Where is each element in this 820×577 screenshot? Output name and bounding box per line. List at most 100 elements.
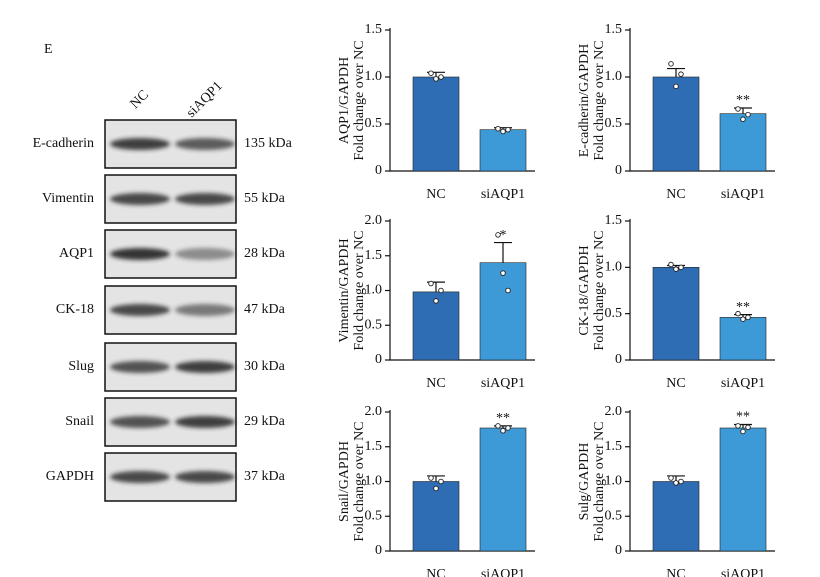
data-point (673, 266, 679, 272)
bar (479, 262, 527, 361)
y-axis-label: Fold change over NC (592, 40, 607, 160)
data-point (505, 126, 511, 133)
data-point (438, 287, 444, 294)
data-point (745, 111, 751, 118)
y-tick-label: 1.0 (605, 260, 623, 275)
y-tick-label: 2.0 (605, 404, 623, 419)
y-tick-label: 1.0 (605, 474, 623, 489)
data-point (668, 61, 674, 67)
blot-band (110, 471, 170, 483)
size-label: 47 kDa (244, 302, 286, 317)
x-tick-label: NC (426, 376, 445, 391)
data-point (438, 478, 444, 485)
data-point (505, 287, 511, 294)
data-point (678, 264, 684, 271)
blot-band (110, 361, 170, 373)
y-tick-label: 1.0 (605, 69, 623, 84)
protein-label: Snail (65, 414, 94, 429)
protein-label: CK-18 (56, 302, 94, 317)
x-tick-label: NC (666, 187, 685, 202)
data-point (673, 83, 679, 90)
data-point (505, 425, 511, 431)
blot-band (175, 471, 235, 483)
protein-label: GAPDH (46, 469, 94, 484)
significance: ** (736, 93, 750, 108)
protein-label: Vimentin (42, 191, 94, 206)
y-axis-label: Sulg/GAPDH (577, 443, 592, 521)
y-tick-label: 1.5 (605, 22, 623, 37)
y-axis-label: AQP1/GAPDH (337, 57, 352, 144)
y-tick-label: 0 (615, 352, 622, 367)
bar (652, 267, 700, 361)
size-label: 29 kDa (244, 414, 286, 429)
data-point (668, 475, 674, 481)
protein-label: E-cadherin (33, 136, 94, 151)
y-tick-label: 0.5 (365, 508, 383, 523)
y-tick-label: 1.5 (365, 248, 383, 263)
y-tick-label: 2.0 (365, 404, 383, 419)
y-axis-label: Fold change over NC (352, 230, 367, 350)
data-point (495, 232, 501, 238)
y-tick-label: 0.5 (605, 508, 623, 523)
data-point (678, 71, 684, 77)
data-point (668, 261, 674, 268)
y-axis-label: Fold change over NC (592, 421, 607, 541)
blot-band (110, 248, 170, 260)
data-point (495, 125, 501, 132)
bar (479, 427, 527, 552)
x-tick-label: NC (426, 187, 445, 202)
data-point (438, 74, 444, 80)
blot-band (175, 361, 235, 373)
data-point (673, 480, 679, 486)
lane-label: NC (128, 88, 152, 112)
significance: ** (496, 411, 510, 426)
bar (652, 76, 700, 172)
blot-band (175, 193, 235, 205)
bar (719, 317, 767, 361)
data-point (433, 76, 439, 82)
significance: ** (736, 300, 750, 315)
y-axis-label: Fold change over NC (592, 230, 607, 350)
blot-band (110, 416, 170, 428)
x-tick-label: NC (426, 567, 445, 577)
y-tick-label: 1.5 (605, 439, 623, 454)
y-tick-label: 2.0 (365, 213, 383, 228)
data-point (735, 423, 741, 429)
y-axis-label: CK-18/GAPDH (577, 245, 592, 335)
y-tick-label: 0.5 (605, 116, 623, 131)
size-label: 28 kDa (244, 246, 286, 261)
y-tick-label: 1.5 (365, 22, 383, 37)
size-label: 37 kDa (244, 469, 286, 484)
y-tick-label: 0 (615, 543, 622, 558)
data-point (495, 423, 501, 429)
lane-label: siAQP1 (184, 79, 226, 121)
x-tick-label: siAQP1 (721, 376, 765, 391)
data-point (428, 475, 434, 481)
data-point (745, 314, 751, 321)
significance: ** (736, 410, 750, 425)
data-point (735, 106, 741, 112)
data-point (500, 128, 506, 135)
data-point (740, 116, 746, 123)
protein-label: Slug (68, 359, 94, 374)
y-tick-label: 1.5 (365, 439, 383, 454)
y-tick-label: 1.0 (365, 283, 383, 298)
data-point (428, 70, 434, 76)
x-tick-label: NC (666, 376, 685, 391)
y-axis-label: Snail/GAPDH (337, 441, 352, 522)
blot-band (110, 138, 170, 150)
blot-band (175, 138, 235, 150)
bar (479, 129, 527, 172)
y-tick-label: 1.0 (365, 474, 383, 489)
y-axis-label: Vimentin/GAPDH (337, 238, 352, 342)
data-point (740, 316, 746, 322)
size-label: 30 kDa (244, 359, 286, 374)
y-tick-label: 0 (615, 163, 622, 178)
error-bar (667, 67, 685, 77)
x-tick-label: siAQP1 (481, 376, 525, 391)
size-label: 135 kDa (244, 136, 293, 151)
y-tick-label: 0.5 (365, 116, 383, 131)
y-axis-label: Fold change over NC (352, 421, 367, 541)
data-point (745, 424, 751, 431)
